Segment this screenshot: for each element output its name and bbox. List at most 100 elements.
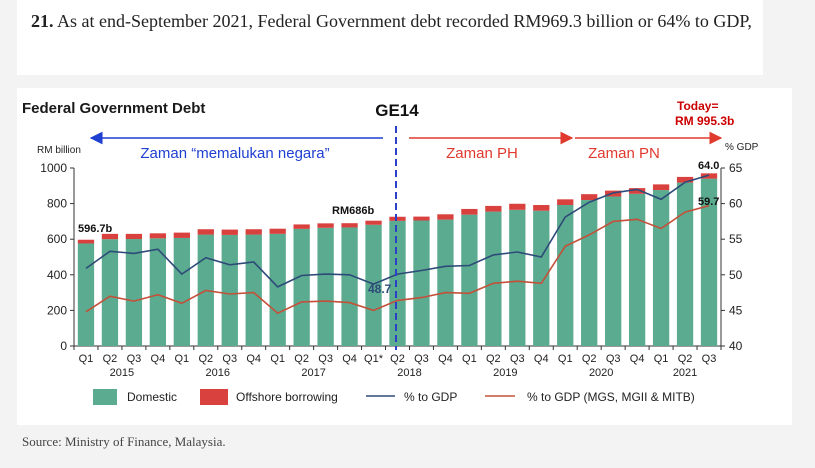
paragraph-number: 21. xyxy=(31,11,54,31)
x-year-label: 2019 xyxy=(493,367,517,379)
era2-label: Zaman PH xyxy=(446,145,518,162)
first-bar-value-label: 596.7b xyxy=(78,223,113,235)
x-tick-label: Q2 xyxy=(198,353,213,365)
bar-domestic xyxy=(652,190,670,346)
bars xyxy=(77,173,718,346)
chart-panel: Federal Government Debt GE14 Today= RM 9… xyxy=(17,88,792,425)
bar-domestic xyxy=(101,239,119,346)
legend-label-domestic: Domestic xyxy=(127,390,177,404)
x-tick-label: Q1 xyxy=(654,353,669,365)
x-tick-label: Q1 xyxy=(270,353,285,365)
bar-domestic xyxy=(245,234,262,346)
x-year-label: 2021 xyxy=(673,367,697,379)
bar-offshore xyxy=(245,229,262,235)
x-tick-label: Q2 xyxy=(678,353,693,365)
paragraph-text: As at end-September 2021, Federal Govern… xyxy=(57,11,752,31)
y-right-tick-label: 60 xyxy=(729,197,743,211)
y-left-tick-label: 400 xyxy=(47,268,67,282)
bar-offshore xyxy=(628,188,646,194)
bar-offshore xyxy=(197,229,214,235)
bar-domestic xyxy=(389,220,406,346)
bar-offshore xyxy=(125,233,143,240)
bar-domestic xyxy=(125,239,143,346)
bar-offshore xyxy=(557,199,574,206)
bar-domestic xyxy=(509,209,526,346)
y-right-tick-label: 50 xyxy=(729,268,743,282)
x-tick-label: Q1* xyxy=(364,353,384,365)
bar-offshore xyxy=(461,208,478,215)
y-left-tick-label: 1000 xyxy=(40,161,67,175)
x-tick-label: Q2 xyxy=(582,353,597,365)
bar-domestic xyxy=(269,233,286,346)
y-left-tick-label: 0 xyxy=(60,339,67,353)
line-gdp xyxy=(85,174,710,288)
bar-domestic xyxy=(293,228,310,346)
bar-offshore xyxy=(317,223,334,228)
bar-offshore xyxy=(700,173,718,179)
y-left-tick-label: 800 xyxy=(47,197,67,211)
legend: Domestic Offshore borrowing % to GDP % t… xyxy=(93,389,695,405)
pre-ge14-gdp-value-label: 48.7 xyxy=(368,282,392,296)
x-tick-label: Q1 xyxy=(174,353,189,365)
x-tick-label: Q3 xyxy=(222,353,237,365)
bar-domestic xyxy=(221,234,238,346)
y-left-tick-label: 600 xyxy=(47,232,67,246)
y-axis-left-title: RM billion xyxy=(37,145,81,156)
pre-ge14-bar-value-label: RM686b xyxy=(332,205,374,217)
bar-offshore xyxy=(533,205,550,211)
x-tick-label: Q1 xyxy=(79,353,94,365)
x-year-label: 2020 xyxy=(589,367,613,379)
bar-domestic xyxy=(700,178,718,346)
legend-label-gdp: % to GDP xyxy=(404,390,457,404)
y-right-tick-label: 55 xyxy=(729,232,743,246)
x-tick-label: Q3 xyxy=(414,353,429,365)
bar-domestic xyxy=(676,182,694,346)
bar-domestic xyxy=(557,205,574,346)
bar-offshore xyxy=(437,214,454,220)
bar-domestic xyxy=(437,219,454,346)
chart-title: Federal Government Debt xyxy=(22,100,205,117)
today-label-line2: RM 995.3b xyxy=(675,114,734,128)
bar-domestic xyxy=(461,214,478,346)
bar-offshore xyxy=(389,216,406,221)
bar-offshore xyxy=(149,233,167,239)
y-right-tick-label: 65 xyxy=(729,161,743,175)
y-right-tick-label: 40 xyxy=(729,339,743,353)
bar-domestic xyxy=(317,227,334,346)
source-note: Source: Ministry of Finance, Malaysia. xyxy=(22,434,226,449)
lines xyxy=(85,174,710,315)
bar-offshore xyxy=(413,216,430,221)
bar-domestic xyxy=(413,220,430,346)
x-year-label: 2016 xyxy=(206,367,230,379)
legend-label-gdp2: % to GDP (MGS, MGII & MITB) xyxy=(527,390,695,404)
x-tick-label: Q2 xyxy=(103,353,118,365)
x-tick-label: Q3 xyxy=(318,353,333,365)
debt-chart: Federal Government Debt GE14 Today= RM 9… xyxy=(22,99,759,405)
bar-offshore xyxy=(652,184,670,191)
bar-domestic xyxy=(365,224,382,346)
x-year-label: 2018 xyxy=(397,367,421,379)
x-tick-label: Q4 xyxy=(534,353,549,365)
bar-offshore xyxy=(101,233,119,240)
bar-domestic xyxy=(77,243,95,346)
last-gdp-value-label: 64.0 xyxy=(698,160,719,172)
x-tick-label: Q2 xyxy=(390,353,405,365)
x-tick-label: Q3 xyxy=(702,353,717,365)
x-year-label: 2015 xyxy=(110,367,134,379)
bar-offshore xyxy=(341,223,358,228)
bar-offshore xyxy=(77,239,95,244)
line-gdp-mgs xyxy=(85,204,710,315)
bar-offshore xyxy=(581,194,598,201)
y-axis-right-title: % GDP xyxy=(725,142,759,153)
y-right-tick-label: 45 xyxy=(729,303,743,317)
bar-offshore xyxy=(509,203,526,210)
bar-offshore xyxy=(365,220,382,225)
x-tick-label: Q4 xyxy=(438,353,453,365)
bar-domestic xyxy=(341,227,358,346)
x-tick-label: Q3 xyxy=(510,353,525,365)
legend-swatch-offshore xyxy=(200,389,228,405)
bar-offshore xyxy=(293,224,310,229)
bar-offshore xyxy=(676,176,694,183)
bar-domestic xyxy=(628,193,646,346)
ge14-label: GE14 xyxy=(375,101,419,120)
